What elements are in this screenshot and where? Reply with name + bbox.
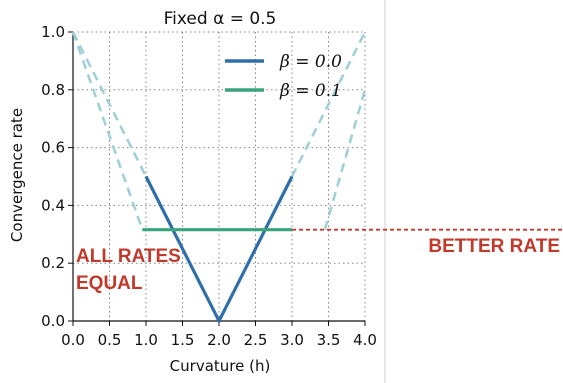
x-tick-label: 1.0 <box>134 331 158 349</box>
legend: β = 0.0 β = 0.1 <box>225 52 342 101</box>
series-0-dashed-segment <box>71 31 148 178</box>
x-tick-label: 2.0 <box>207 331 231 349</box>
x-tick-label: 2.5 <box>244 331 268 349</box>
series-0-dashed-segment <box>290 31 367 178</box>
series-0-solid-line <box>144 175 294 325</box>
x-axis-label: Curvature (h) <box>170 357 271 375</box>
y-tick-label: 0.8 <box>41 81 65 99</box>
x-tick-label: 0.5 <box>98 331 122 349</box>
chart-title: Fixed α = 0.5 <box>164 9 277 29</box>
tick-labels: 0.0 0.5 1.0 1.5 2.0 2.5 3.0 3.5 4.0 0.0 0.2 0.4 0.6 0… <box>41 23 377 349</box>
legend-label-beta-1: β = 0.1 <box>279 81 342 101</box>
y-tick-label: 0.4 <box>41 196 65 214</box>
x-tick-label: 3.5 <box>317 331 341 349</box>
annotation-all-rates: ALL RATES <box>76 246 181 267</box>
x-tick-label: 3.0 <box>280 331 304 349</box>
annotation-better-rate: BETTER RATE <box>428 236 560 257</box>
legend-label-beta-0: β = 0.0 <box>279 52 342 72</box>
series-1-dashed-segment <box>323 89 367 231</box>
x-tick-label: 1.5 <box>171 331 195 349</box>
y-tick-label: 1.0 <box>41 23 65 41</box>
series-1-dashed-segment <box>71 31 144 231</box>
series-layer <box>71 31 563 325</box>
y-tick-label: 0.6 <box>41 139 65 157</box>
x-tick-label: 0.0 <box>61 331 85 349</box>
y-axis-label: Convergence rate <box>8 108 26 242</box>
y-tick-label: 0.0 <box>41 312 65 330</box>
y-tick-label: 0.2 <box>41 254 65 272</box>
x-tick-label: 4.0 <box>353 331 377 349</box>
annotation-equal: EQUAL <box>76 273 143 294</box>
